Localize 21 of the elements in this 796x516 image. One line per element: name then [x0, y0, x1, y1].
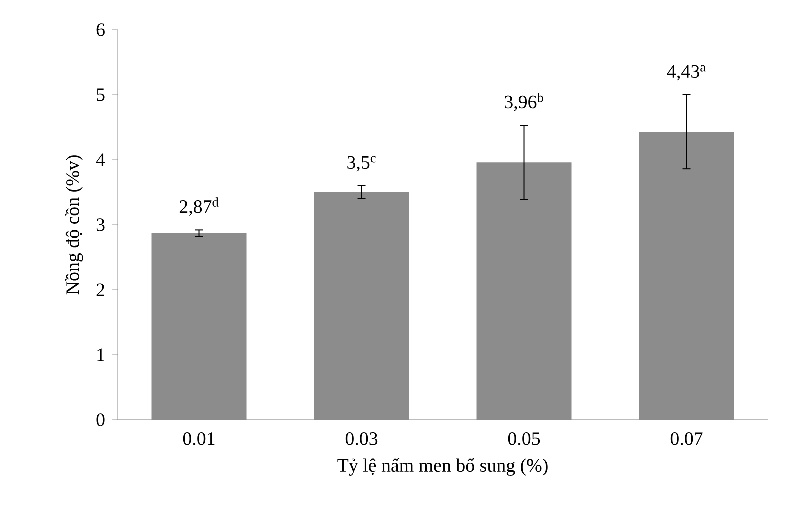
y-tick-label: 0: [96, 414, 105, 426]
y-tick-label: 5: [97, 88, 105, 102]
x-tick-label: 0.01: [183, 432, 215, 446]
y-tick-label: 6: [96, 24, 105, 36]
y-tick-label: 1: [98, 348, 104, 362]
data-label: 2,87$^{d}$: [180, 198, 219, 216]
y-tick-label: 4: [96, 154, 106, 166]
data-label: 3,5$^{c}$: [348, 156, 376, 172]
x-axis-title: Tỷ lệ nấm men bổ sung (%): [338, 458, 548, 476]
bar: [314, 192, 410, 420]
y-tick-label: 2: [96, 284, 104, 296]
y-axis-title: Nồng độ cồn (%v): [65, 156, 84, 295]
x-tick-label: 0.07: [670, 432, 703, 446]
y-tick-label: 3: [96, 218, 105, 232]
bar: [152, 233, 247, 420]
bar: [476, 162, 572, 420]
x-tick-label: 0.05: [508, 432, 540, 446]
data-label: 4,43$^{a}$: [667, 65, 706, 81]
data-label: 3,96$^{b}$: [505, 92, 544, 112]
x-tick-label: 0.03: [346, 432, 378, 446]
bar: [639, 132, 734, 420]
